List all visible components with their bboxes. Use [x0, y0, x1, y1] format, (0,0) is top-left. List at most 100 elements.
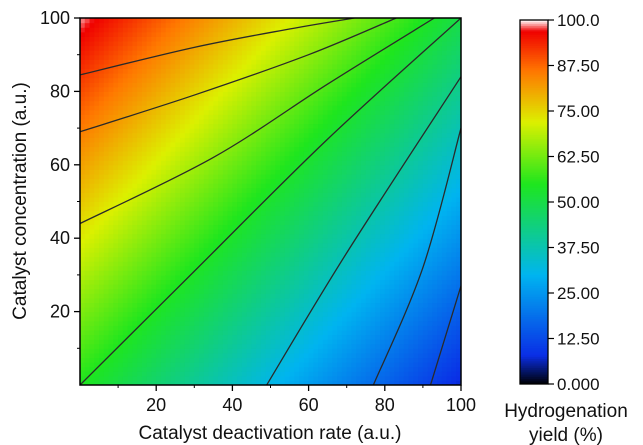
heatmap-cell — [141, 316, 148, 322]
heatmap-cell — [122, 68, 129, 74]
heatmap-cell — [246, 302, 253, 308]
heatmap-cell — [203, 270, 210, 276]
heatmap-cell — [170, 219, 176, 226]
heatmap-cell — [84, 160, 91, 166]
heatmap-cell — [118, 339, 124, 345]
heatmap-cell — [108, 45, 114, 51]
heatmap-cell — [222, 279, 229, 285]
heatmap-cell — [270, 141, 276, 148]
heatmap-cell — [194, 284, 200, 290]
heatmap-cell — [227, 201, 233, 207]
heatmap-cell — [180, 40, 186, 47]
heatmap-cell — [156, 192, 162, 198]
heatmap-cell — [103, 357, 110, 363]
heatmap-cell — [160, 375, 167, 382]
heatmap-cell — [141, 73, 148, 79]
heatmap-cell — [337, 233, 343, 239]
heatmap-cell — [132, 279, 138, 285]
heatmap-cell — [137, 31, 143, 37]
heatmap-cell — [370, 325, 376, 331]
heatmap-cell — [127, 375, 133, 382]
heatmap-cell — [99, 375, 105, 382]
heatmap-cell — [108, 311, 114, 317]
heatmap-cell — [356, 192, 362, 198]
heatmap-cell — [251, 229, 257, 235]
heatmap-cell — [275, 357, 281, 363]
heatmap-cell — [280, 100, 286, 106]
heatmap-cell — [227, 45, 233, 51]
heatmap-cell — [99, 343, 105, 349]
heatmap-cell — [218, 22, 224, 28]
heatmap-cell — [165, 311, 172, 317]
heatmap-cell — [175, 68, 181, 74]
heatmap-cell — [103, 18, 110, 24]
heatmap-cell — [299, 210, 305, 216]
heatmap-cell — [356, 155, 362, 161]
heatmap-cell — [222, 233, 229, 239]
heatmap-cell — [103, 270, 110, 276]
heatmap-cell — [337, 380, 343, 385]
heatmap-cell — [251, 132, 257, 138]
heatmap-cell — [299, 100, 305, 106]
heatmap-cell — [327, 77, 334, 83]
heatmap-cell — [122, 132, 129, 138]
heatmap-cell — [313, 293, 319, 299]
heatmap-cell — [160, 68, 167, 74]
heatmap-cell — [318, 238, 324, 244]
heatmap-cell — [241, 371, 248, 377]
heatmap-cell — [170, 146, 176, 152]
heatmap-cell — [170, 229, 176, 235]
heatmap-cell — [289, 302, 295, 308]
heatmap-cell — [308, 54, 314, 60]
heatmap-cell — [280, 160, 286, 166]
heatmap-cell — [113, 210, 119, 216]
heatmap-cell — [89, 357, 95, 363]
heatmap-cell — [327, 251, 334, 258]
heatmap-cell — [337, 40, 343, 47]
heatmap-cell — [218, 352, 224, 359]
heatmap-cell — [189, 325, 195, 331]
heatmap-cell — [218, 329, 224, 336]
heatmap-cell — [275, 311, 281, 317]
heatmap-cell — [222, 187, 229, 193]
heatmap-cell — [84, 210, 91, 216]
heatmap-cell — [294, 307, 300, 313]
heatmap-cell — [151, 256, 157, 262]
heatmap-cell — [213, 187, 219, 193]
heatmap-cell — [270, 224, 276, 230]
heatmap-cell — [113, 270, 119, 276]
heatmap-cell — [351, 215, 357, 221]
heatmap-cell — [360, 95, 367, 102]
heatmap-cell — [351, 302, 357, 308]
heatmap-cell — [337, 59, 343, 65]
heatmap-cell — [213, 284, 219, 290]
heatmap-cell — [213, 91, 219, 97]
heatmap-cell — [141, 320, 148, 326]
heatmap-cell — [156, 160, 162, 166]
heatmap-cell — [151, 352, 157, 359]
heatmap-cell — [251, 54, 257, 60]
heatmap-cell — [327, 50, 334, 56]
heatmap-cell — [184, 18, 191, 24]
heatmap-cell — [184, 27, 191, 33]
heatmap-cell — [113, 343, 119, 349]
heatmap-cell — [218, 132, 224, 138]
heatmap-cell — [356, 100, 362, 106]
heatmap-cell — [356, 219, 362, 226]
heatmap-cell — [165, 82, 172, 88]
heatmap-cell — [341, 325, 348, 331]
heatmap-cell — [203, 45, 210, 51]
heatmap-cell — [199, 288, 205, 294]
heatmap-cell — [184, 50, 191, 56]
heatmap-cell — [270, 146, 276, 152]
heatmap-cell — [218, 114, 224, 120]
heatmap-cell — [327, 316, 334, 322]
heatmap-cell — [156, 77, 162, 83]
heatmap-cell — [122, 173, 129, 180]
heatmap-cell — [108, 293, 114, 299]
heatmap-cell — [337, 206, 343, 212]
heatmap-cell — [137, 270, 143, 276]
heatmap-cell — [165, 233, 172, 239]
heatmap-cell — [256, 141, 262, 148]
heatmap-cell — [208, 27, 214, 33]
